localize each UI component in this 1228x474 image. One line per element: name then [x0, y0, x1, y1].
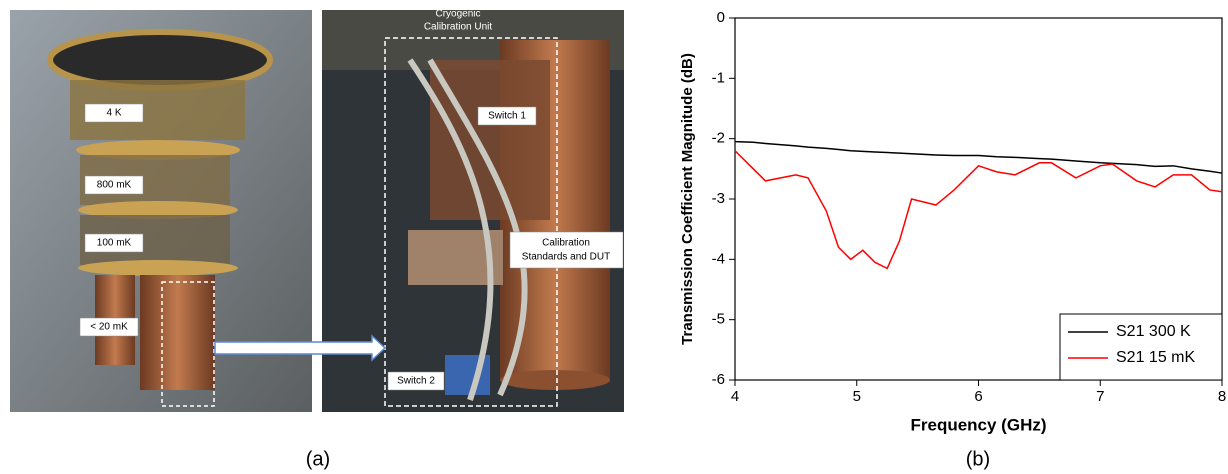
- label-box: [387, 371, 445, 391]
- x-tick-label: 5: [853, 388, 861, 405]
- label-box: [84, 175, 144, 195]
- y-tick-label: -2: [712, 130, 725, 147]
- x-tick-label: 4: [731, 388, 739, 405]
- legend-box: [1059, 313, 1223, 381]
- label-box: [477, 106, 537, 126]
- legend-label: S21 300 K: [1116, 323, 1191, 340]
- unit-label: Cryogenic: [435, 9, 480, 20]
- stage-label: 4 K: [106, 108, 121, 119]
- x-axis-label: Frequency (GHz): [910, 415, 1046, 434]
- switch-label: Switch 1: [488, 111, 526, 122]
- y-tick-label: -4: [712, 250, 725, 267]
- label-box: [84, 103, 144, 123]
- legend-label: S21 15 mK: [1116, 349, 1195, 366]
- x-tick-label: 8: [1218, 388, 1226, 405]
- plot-frame: [734, 17, 1223, 381]
- y-tick-label: -5: [712, 311, 725, 328]
- unit-label: Calibration Unit: [424, 22, 493, 33]
- photo-calibration-unit: [322, 10, 624, 412]
- stage-label: 100 mK: [97, 238, 132, 249]
- switch-label: Switch 2: [397, 376, 435, 387]
- label-box: [79, 317, 139, 337]
- stage-label: 800 mK: [97, 180, 132, 191]
- arrow: [214, 334, 387, 362]
- x-tick-label: 7: [1096, 388, 1104, 405]
- y-tick-label: -6: [712, 371, 725, 388]
- y-axis-label: Transmission Coefficient Magnitude (dB): [679, 53, 696, 345]
- standards-label: Calibration: [542, 238, 590, 249]
- y-tick-label: 0: [717, 9, 725, 26]
- y-tick-label: -3: [712, 190, 725, 207]
- series-line: [734, 150, 1223, 270]
- stage-label: < 20 mK: [90, 322, 128, 333]
- caption: (a): [306, 448, 330, 470]
- y-tick-label: -1: [712, 69, 725, 86]
- caption: (b): [966, 448, 990, 470]
- standards-label: Standards and DUT: [522, 252, 610, 263]
- label-box: [84, 233, 144, 253]
- label-box: [509, 231, 624, 269]
- series-line: [734, 140, 1223, 174]
- x-tick-label: 6: [974, 388, 982, 405]
